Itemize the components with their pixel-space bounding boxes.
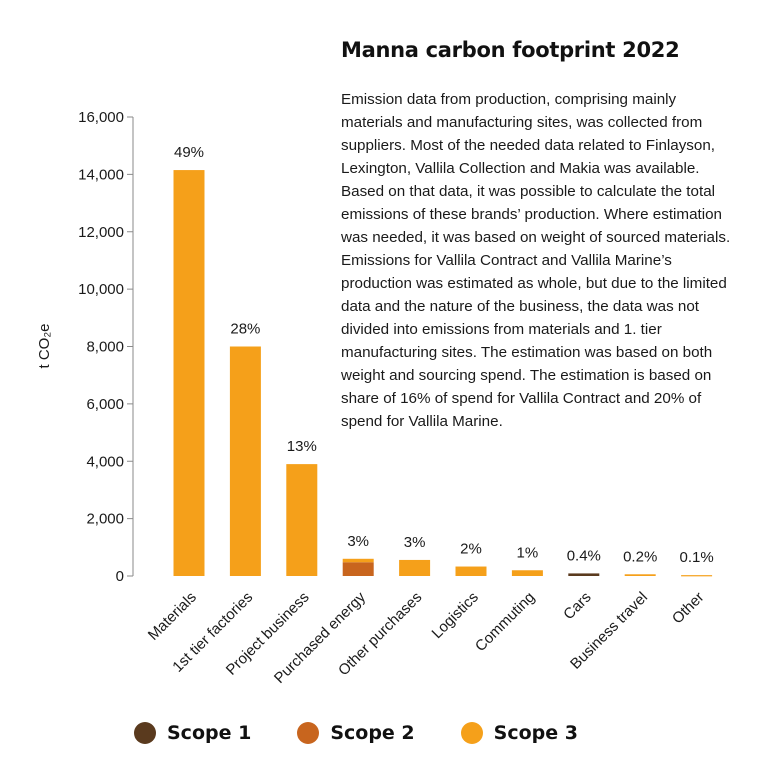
data-label: 0.1% (679, 549, 713, 566)
bar-segment (455, 566, 487, 576)
data-label: 28% (230, 321, 260, 338)
data-label: 2% (460, 541, 482, 558)
y-axis-label: t CO₂e (36, 324, 53, 369)
y-tick-label: 4,000 (86, 453, 124, 470)
legend-label-scope-2: Scope 2 (330, 722, 415, 744)
legend-item-scope-3: Scope 3 (460, 722, 578, 744)
chart-description: Emission data from production, comprisin… (341, 91, 731, 430)
y-tick-label: 14,000 (78, 166, 124, 183)
legend-label-scope-3: Scope 3 (493, 722, 578, 744)
legend-swatch-scope-2 (297, 722, 320, 744)
x-tick-label: Cars (560, 589, 594, 623)
bar-segment (681, 575, 713, 577)
data-label: 3% (404, 534, 426, 551)
x-tick-label: Materials (145, 589, 200, 644)
y-tick-label: 16,000 (78, 109, 124, 126)
legend-label-scope-1: Scope 1 (167, 722, 252, 744)
bar-segment (624, 574, 656, 576)
legend: Scope 1 Scope 2 Scope 3 (134, 722, 578, 744)
data-label: 0.2% (623, 548, 657, 565)
bar-segment (568, 573, 600, 576)
x-tick-label: Logistics (429, 589, 482, 642)
y-tick-label: 12,000 (78, 224, 124, 241)
y-tick-label: 8,000 (86, 339, 124, 356)
bar-segment (342, 558, 374, 563)
y-tick-label: 6,000 (86, 396, 124, 413)
x-tick-label: Commuting (472, 589, 538, 655)
data-label: 1% (517, 544, 539, 561)
bar-segment (511, 570, 543, 576)
x-tick-label: Other (669, 589, 708, 628)
data-label: 0.4% (567, 547, 601, 564)
legend-swatch-scope-3 (460, 722, 483, 744)
y-tick-label: 2,000 (86, 511, 124, 528)
data-label: 3% (347, 533, 369, 550)
legend-item-scope-2: Scope 2 (297, 722, 415, 744)
legend-swatch-scope-1 (134, 722, 156, 744)
bar-segment (342, 562, 374, 576)
bar-segment (399, 559, 431, 576)
y-tick-label: 0 (116, 568, 124, 585)
bar-segment (286, 464, 318, 576)
bar-segment (173, 170, 205, 576)
data-label: 49% (174, 144, 204, 161)
data-label: 13% (287, 438, 317, 455)
chart-title: Manna carbon footprint 2022 (341, 38, 680, 62)
y-tick-label: 10,000 (78, 281, 124, 298)
bar-segment (229, 346, 261, 576)
legend-item-scope-1: Scope 1 (134, 722, 251, 744)
